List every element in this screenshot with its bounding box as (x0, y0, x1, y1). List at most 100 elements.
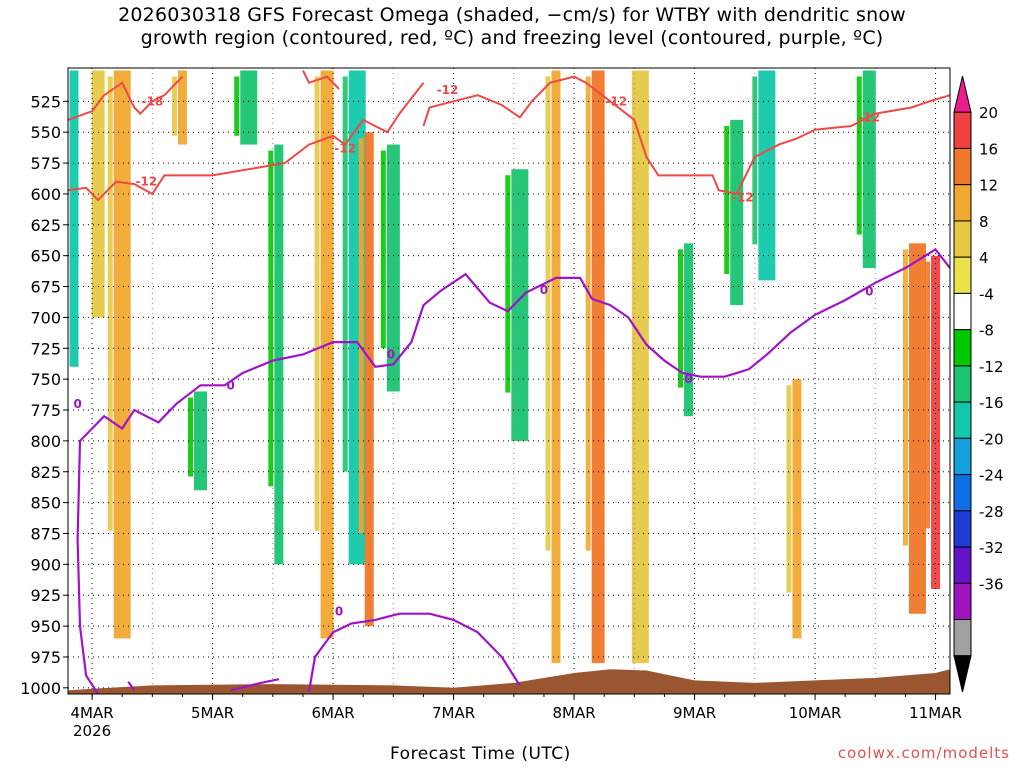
y-tick-label-4: 625 (30, 216, 61, 235)
colorbar-box-15 (953, 619, 972, 657)
freezing-contour-label-3: 0 (540, 283, 548, 297)
omega-shading-4 (194, 391, 208, 491)
colorbar-tick-label-8: -16 (979, 394, 1004, 412)
omega-shading-15 (684, 243, 694, 417)
omega-shading-edge-21 (925, 261, 931, 529)
x-tick-label-7: 11MAR (909, 704, 962, 722)
dendritic-contour-label-4: -12 (605, 94, 627, 108)
omega-shading-edge-13 (585, 76, 591, 551)
colorbar: 20 16 12 8 4 -4 -8 -12 -16 -20 -24 -28 -32 -36 (953, 75, 1004, 693)
colorbar-tick-label-1: 16 (979, 140, 998, 158)
colorbar-tick-label-4: 4 (979, 249, 989, 267)
y-tick-label-9: 750 (30, 370, 61, 389)
omega-shading-2 (113, 70, 131, 639)
terrain-layer (68, 669, 950, 694)
dendritic-contour-label-1: -12 (135, 175, 157, 189)
dendritic-contour-label-5: -12 (732, 191, 754, 205)
omega-shading-edge-16 (724, 125, 730, 275)
y-tick-label-17: 950 (30, 617, 61, 636)
colorbar-box-10 (953, 437, 972, 476)
colorbar-box-7 (953, 329, 972, 367)
colorbar-tick-label-0: 20 (979, 104, 998, 122)
omega-shading-edge-7 (314, 76, 320, 531)
dendritic-contour-label-3: -12 (437, 83, 459, 97)
omega-shading-6 (274, 144, 284, 565)
colorbar-box-9 (953, 401, 972, 439)
omega-shading-edge-18 (786, 385, 792, 593)
y-tick-label-2: 575 (30, 154, 61, 173)
y-tick-label-12: 825 (30, 463, 61, 482)
credit-link[interactable]: coolwx.com/modelts (837, 744, 1010, 762)
omega-shading-11 (511, 169, 529, 441)
colorbar-box-2 (953, 147, 972, 186)
terrain-fill (68, 669, 950, 694)
colorbar-tick-label-9: -20 (979, 430, 1004, 448)
dendritic-contour-3 (422, 75, 950, 196)
freezing-contour-label-5: 0 (865, 284, 873, 298)
colorbar-box-3 (953, 184, 972, 222)
omega-shading-edge-4 (188, 397, 194, 477)
omega-shading-3 (177, 70, 187, 145)
dendritic-contour-1 (68, 82, 425, 202)
colorbar-tick-label-5: -4 (979, 285, 994, 303)
colorbar-tick-label-12: -32 (979, 539, 1004, 557)
omega-shading-9 (364, 132, 374, 627)
x-tick-label-1: 5MAR (191, 704, 234, 722)
x-tick-label-0: 4MAR (71, 704, 114, 722)
x-tick-label-5: 9MAR (673, 704, 716, 722)
colorbar-tick-label-6: -8 (979, 322, 994, 340)
freezing-contour-label-0: 0 (73, 397, 81, 411)
freezing-contour-label-6: 0 (335, 604, 343, 618)
y-tick-label-10: 775 (30, 401, 61, 420)
omega-shading-17 (758, 70, 776, 281)
y-tick-label-7: 700 (30, 308, 61, 327)
dendritic-contour-0 (68, 75, 184, 121)
x-tick-label-3: 7MAR (432, 704, 475, 722)
y-tick-label-5: 650 (30, 247, 61, 266)
colorbar-tick-label-13: -36 (979, 575, 1004, 593)
omega-shading-edge-15 (678, 249, 684, 388)
colorbar-tick-label-7: -12 (979, 358, 1004, 376)
omega-shading-edge-6 (268, 150, 274, 487)
freezing-contour-1 (307, 612, 521, 692)
omega-shading-edge-3 (171, 76, 177, 136)
colorbar-tick-label-11: -28 (979, 503, 1004, 521)
omega-shading-edge-20 (902, 249, 908, 546)
omega-shading-19 (862, 70, 876, 269)
x-tick-label-2: 6MAR (311, 704, 354, 722)
omega-shading-14 (631, 70, 649, 664)
omega-shading-12 (551, 70, 561, 664)
omega-shading-18 (792, 379, 802, 639)
omega-shading-edge-19 (856, 76, 862, 235)
contour-layer (68, 70, 950, 694)
freezing-contour-2 (127, 681, 136, 691)
colorbar-box-6 (953, 292, 972, 331)
x-axis: 4MAR 5MAR 6MAR 7MAR 8MAR 9MAR 10MAR 11MAR 2026 (71, 694, 962, 740)
plot-frame (67, 67, 951, 695)
colorbar-top-triangle (953, 75, 972, 113)
omega-shading-edge-8 (342, 76, 348, 472)
chart-title-line-1: 2026030318 GFS Forecast Omega (shaded, −… (118, 4, 906, 26)
omega-shading-edge-2 (107, 76, 113, 531)
omega-shading-5 (240, 70, 258, 145)
x-tick-label-4: 8MAR (552, 704, 595, 722)
colorbar-box-5 (953, 256, 972, 294)
y-tick-label-18: 975 (30, 648, 61, 667)
colorbar-box-13 (953, 546, 972, 584)
omega-shading-edge-5 (234, 76, 240, 136)
omega-shading-edge-12 (545, 76, 551, 551)
contour-labels: -18 -12 -12 -12 -12 -12 -12 0 0 0 0 0 0 0 (73, 83, 880, 618)
dendritic-contour-2 (302, 70, 340, 90)
omega-shading-layer (68, 70, 941, 664)
y-tick-label-0: 525 (30, 92, 61, 111)
omega-shading-21 (931, 255, 941, 590)
colorbar-box-12 (953, 510, 972, 548)
colorbar-box-11 (953, 474, 972, 512)
colorbar-box-14 (953, 582, 972, 621)
omega-shading-7 (320, 70, 334, 639)
colorbar-tick-label-10: -24 (979, 467, 1004, 485)
y-tick-label-13: 850 (30, 494, 61, 513)
y-tick-label-8: 725 (30, 339, 61, 358)
y-tick-label-16: 925 (30, 586, 61, 605)
